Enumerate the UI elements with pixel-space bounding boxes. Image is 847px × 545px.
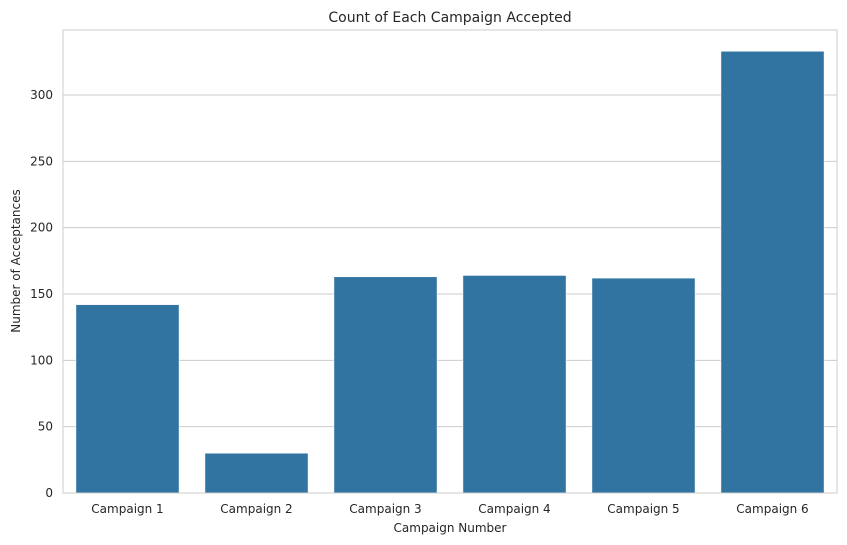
x-tick-label: Campaign 6	[736, 502, 808, 516]
x-axis-label: Campaign Number	[394, 521, 507, 535]
x-tick-label: Campaign 5	[607, 502, 679, 516]
y-tick-label: 150	[30, 287, 53, 301]
y-tick-label: 250	[30, 154, 53, 168]
x-tick-label: Campaign 2	[220, 502, 292, 516]
gridlines	[63, 94, 837, 494]
bar-campaign-1	[75, 304, 180, 494]
bar-campaign-5	[591, 277, 696, 494]
plot-frame	[62, 29, 838, 494]
y-tick-label: 100	[30, 353, 53, 367]
y-tick-label: 0	[45, 486, 53, 500]
x-tick-label: Campaign 3	[349, 502, 421, 516]
y-tick-label: 200	[30, 221, 53, 235]
bar-campaign-4	[462, 275, 567, 494]
bar-campaign-3	[333, 276, 438, 494]
x-tick-label: Campaign 4	[478, 502, 550, 516]
y-axis-label: Number of Acceptances	[9, 189, 23, 333]
bar-campaign-6	[720, 50, 825, 494]
bar-campaign-2	[204, 452, 309, 494]
y-tick-label: 50	[38, 420, 53, 434]
x-tick-labels: Campaign 1 Campaign 2 Campaign 3 Campaign 4…	[91, 502, 808, 516]
y-tick-label: 300	[30, 88, 53, 102]
chart-title: Count of Each Campaign Accepted	[328, 10, 571, 26]
bars	[75, 50, 825, 494]
x-tick-label: Campaign 1	[91, 502, 163, 516]
y-tick-labels: 0 50 100 150 200 250 300	[30, 88, 53, 500]
